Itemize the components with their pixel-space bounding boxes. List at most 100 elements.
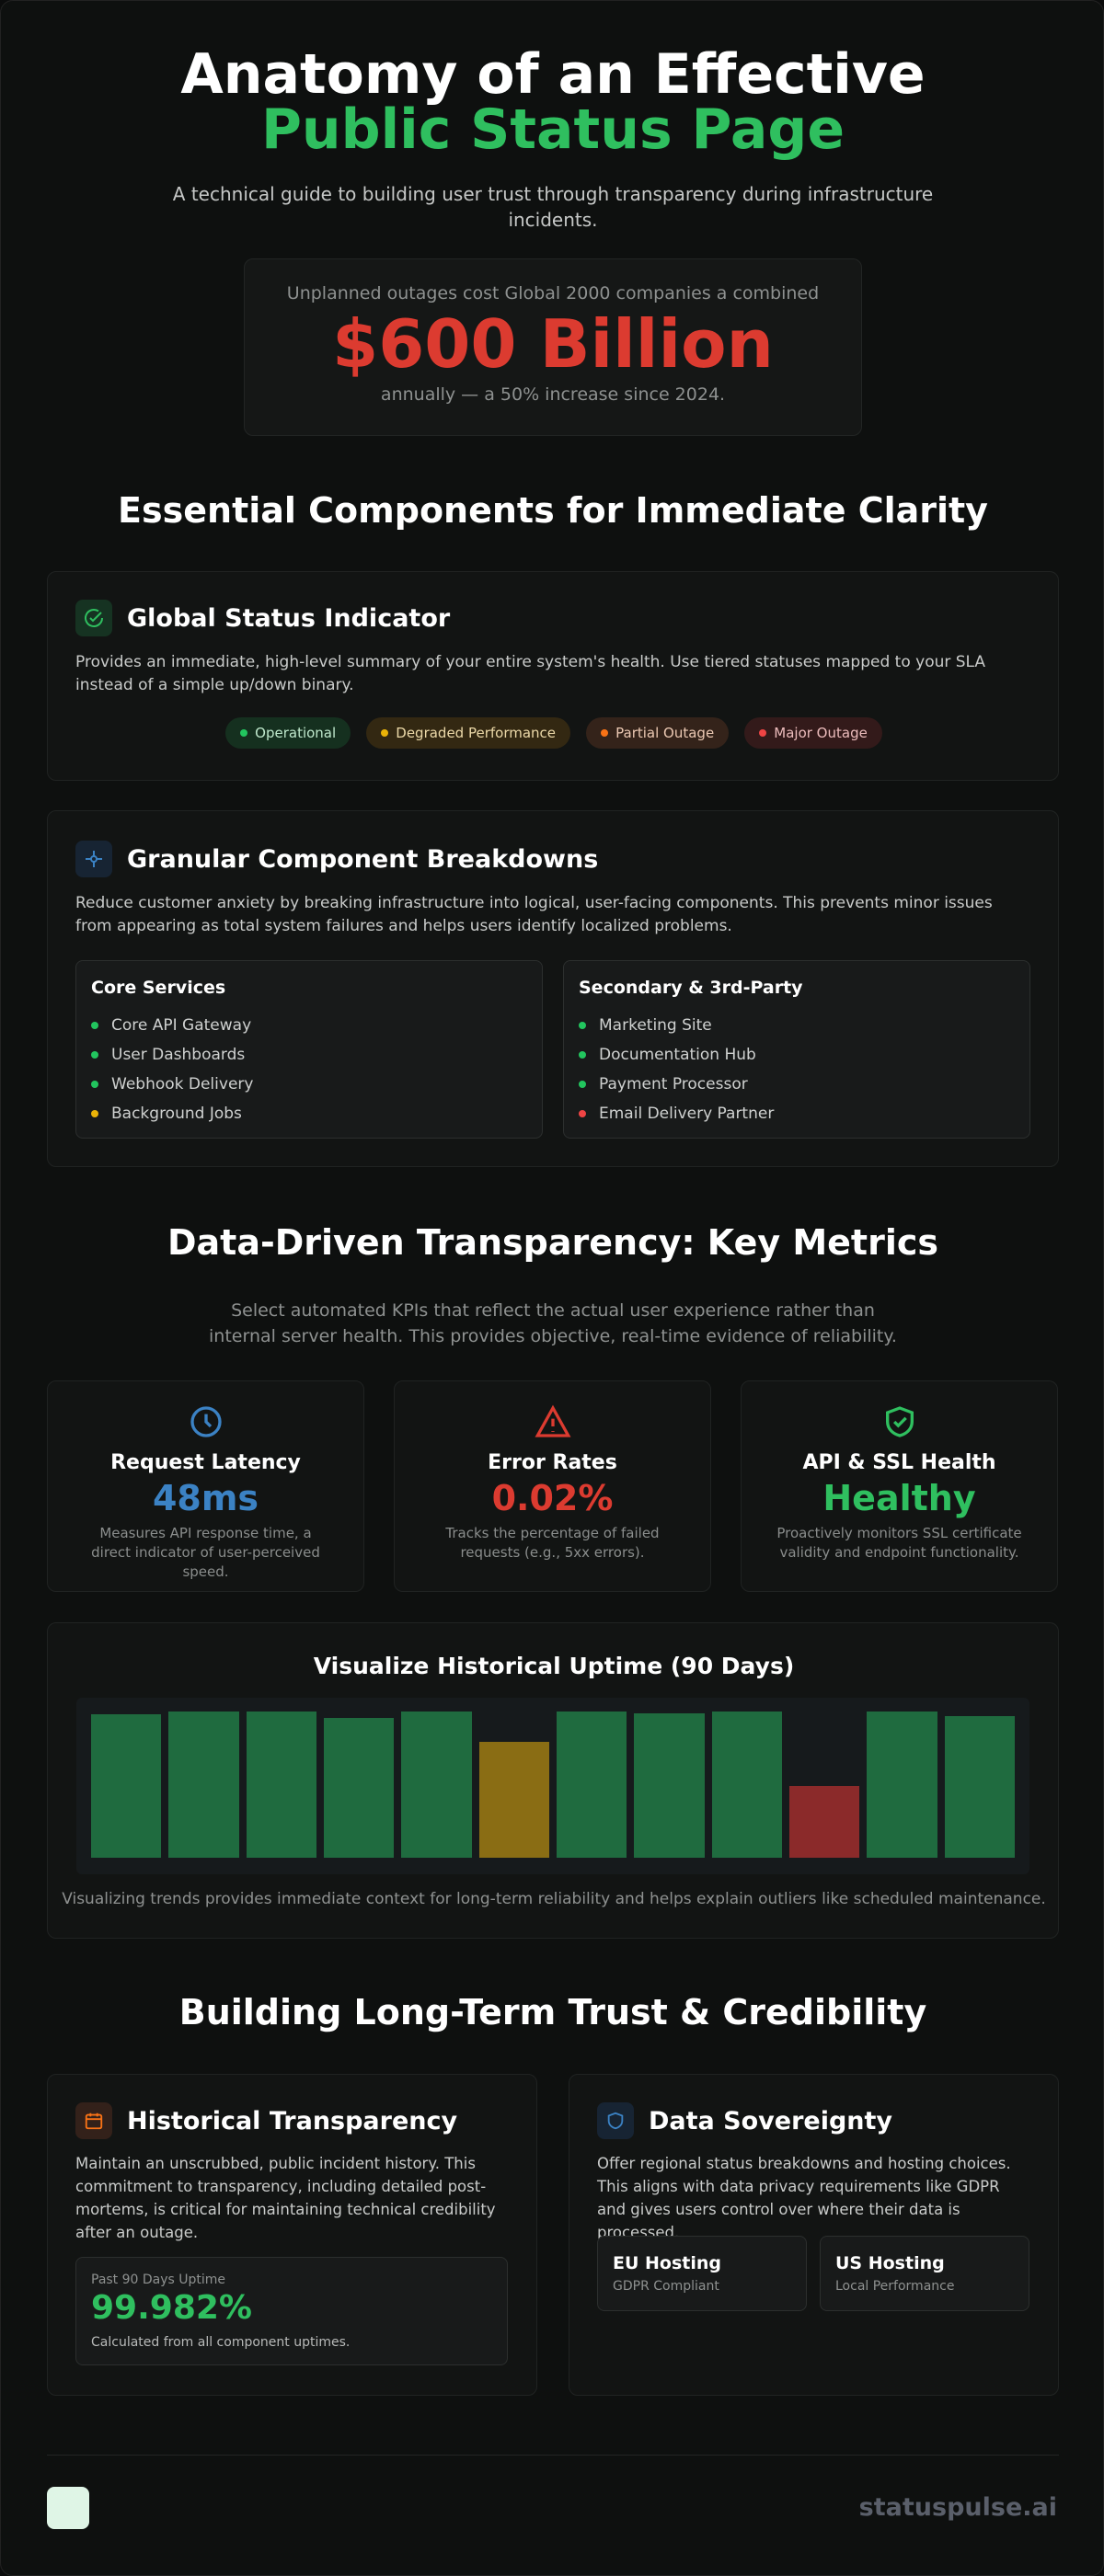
component-item: Background Jobs	[91, 1099, 253, 1128]
status-dot	[579, 1051, 586, 1059]
card-text: Offer regional status breakdowns and hos…	[597, 2155, 1011, 2241]
stat-note: annually — a 50% increase since 2024.	[380, 384, 726, 405]
status-dot	[91, 1022, 98, 1029]
component-item: Documentation Hub	[579, 1040, 774, 1070]
metric-card: Request Latency 48ms Measures API response…	[47, 1380, 364, 1592]
option-note: GDPR Compliant	[613, 2279, 719, 2294]
component-item: User Dashboards	[91, 1040, 253, 1070]
component-label: Marketing Site	[599, 1016, 712, 1035]
component-item: Webhook Delivery	[91, 1070, 253, 1099]
component-group: Secondary & 3rd-Party Marketing Site Docum…	[563, 960, 1030, 1139]
uptime-bar	[478, 1741, 549, 1858]
component-item: Core API Gateway	[91, 1011, 253, 1040]
option-title: EU Hosting	[613, 2253, 722, 2273]
option-title: US Hosting	[835, 2253, 945, 2273]
metric-text: Proactively monitors SSL certificate val…	[776, 1525, 1022, 1561]
component-label: Payment Processor	[599, 1075, 748, 1093]
metric-icon	[48, 1403, 363, 1440]
badge-label: Partial Outage	[615, 725, 715, 741]
stat-value: $600 Billion	[332, 305, 774, 383]
uptime-bar	[867, 1711, 937, 1858]
uptime-bar	[556, 1711, 627, 1858]
metric-icon	[395, 1403, 710, 1440]
option-note: Local Performance	[835, 2279, 955, 2294]
component-list: Marketing Site Documentation Hub Payment P…	[579, 1011, 774, 1128]
badge: Degraded Performance	[366, 717, 571, 749]
card-title: Granular Component Breakdowns	[127, 844, 599, 874]
status-card: Global Status Indicator Provides an imme…	[47, 571, 1059, 781]
breakdown-card: Granular Component Breakdowns Reduce cus…	[47, 810, 1059, 1167]
metric-value: 99.982%	[91, 2289, 252, 2327]
status-dot	[91, 1051, 98, 1059]
metric-note: Calculated from all component uptimes.	[91, 2335, 351, 2350]
component-label: Email Delivery Partner	[599, 1105, 775, 1123]
metric-title: Request Latency	[110, 1451, 301, 1474]
component-label: Webhook Delivery	[111, 1075, 254, 1093]
status-dot	[579, 1081, 586, 1088]
metric-card: API & SSL Health Healthy Proactively monit…	[741, 1380, 1058, 1592]
group-title: Secondary & 3rd-Party	[579, 978, 803, 998]
uptime-bar	[634, 1712, 705, 1858]
component-item: Payment Processor	[579, 1070, 774, 1099]
badge-label: Degraded Performance	[396, 725, 557, 741]
metric-label: Past 90 Days Uptime	[91, 2273, 226, 2287]
component-label: Background Jobs	[111, 1105, 242, 1123]
uptime-bar	[323, 1717, 395, 1858]
component-label: Documentation Hub	[599, 1046, 756, 1064]
uptime-bar	[711, 1711, 782, 1858]
component-list: Core API Gateway User Dashboards Webhook D…	[91, 1011, 253, 1128]
card-text: Reduce customer anxiety by breaking infr…	[75, 894, 993, 935]
card-title: Data Sovereignty	[649, 2106, 893, 2135]
badge-label: Operational	[255, 725, 337, 741]
chart-title: Visualize Historical Uptime (90 Days)	[313, 1653, 795, 1679]
chart-caption: Visualizing trends provides immediate co…	[62, 1890, 1046, 1908]
card-text: Provides an immediate, high-level summar…	[75, 653, 986, 694]
option: US Hosting Local Performance	[820, 2236, 1029, 2311]
component-item: Email Delivery Partner	[579, 1099, 774, 1128]
card-title: Historical Transparency	[127, 2106, 458, 2135]
uptime-card: Visualize Historical Uptime (90 Days) Vi…	[47, 1622, 1059, 1939]
option: EU Hosting GDPR Compliant	[597, 2236, 807, 2311]
uptime-bar	[91, 1714, 162, 1858]
brand: statuspulse.ai	[858, 2493, 1057, 2522]
badge: Major Outage	[744, 717, 882, 749]
component-label: User Dashboards	[111, 1046, 246, 1064]
section-heading: Essential Components for Immediate Clari…	[118, 490, 988, 531]
section-heading: Building Long-Term Trust & Credibility	[178, 1992, 927, 2032]
metric-title: API & SSL Health	[802, 1451, 996, 1474]
history-card: Historical Transparency Maintain an unsc…	[47, 2074, 537, 2396]
uptime-plot	[76, 1698, 1029, 1874]
metric-value: 48ms	[152, 1478, 259, 1518]
stat-lead: Unplanned outages cost Global 2000 compa…	[286, 283, 820, 303]
divider	[47, 2455, 1059, 2456]
title-highlight: Public Status Page	[260, 97, 845, 162]
badges: Operational Degraded Performance Partial…	[48, 717, 1060, 749]
group-title: Core Services	[91, 978, 226, 998]
card-title: Global Status Indicator	[127, 603, 451, 633]
metric-icon	[742, 1403, 1057, 1440]
metric-box: Past 90 Days Uptime 99.982% Calculated f…	[75, 2257, 508, 2365]
component-label: Core API Gateway	[111, 1016, 252, 1035]
status-dot	[579, 1022, 586, 1029]
metric-text: Measures API response time, a direct ind…	[91, 1525, 320, 1580]
sovereignty-card: Data Sovereignty Offer regional status b…	[569, 2074, 1059, 2396]
uptime-bar	[944, 1716, 1015, 1858]
metric-value: Healthy	[822, 1478, 976, 1518]
subtitle: A technical guide to building user trust…	[172, 183, 934, 231]
hero: Anatomy of an Effective Public Status Pa…	[1, 47, 1104, 233]
section-heading: Data-Driven Transparency: Key Metrics	[167, 1222, 939, 1263]
metric-value: 0.02%	[491, 1478, 614, 1518]
metric-card: Error Rates 0.02% Tracks the percentage of…	[394, 1380, 711, 1592]
uptime-bar	[401, 1711, 472, 1858]
uptime-bar	[246, 1711, 316, 1858]
component-item: Marketing Site	[579, 1011, 774, 1040]
uptime-bar	[788, 1786, 860, 1858]
uptime-bar	[168, 1711, 239, 1858]
card-text: Maintain an unscrubbed, public incident …	[75, 2155, 496, 2241]
component-group: Core Services Core API Gateway User Dashbo…	[75, 960, 543, 1139]
metric-title: Error Rates	[488, 1451, 617, 1474]
status-dot	[91, 1081, 98, 1088]
